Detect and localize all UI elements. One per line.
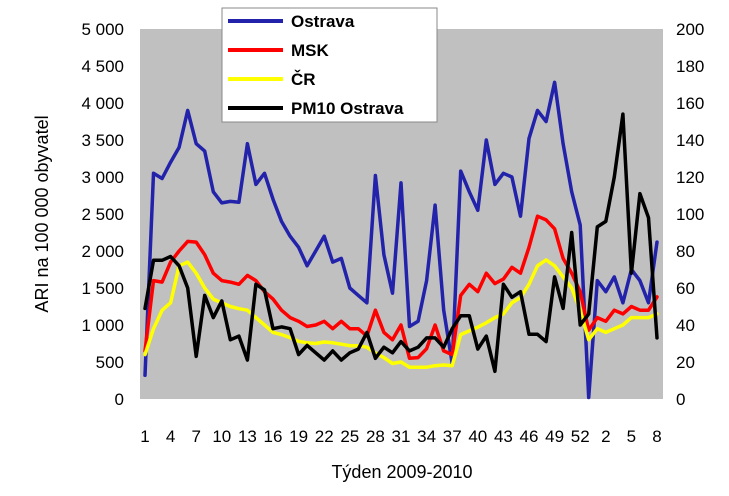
x-tick-label: 10 xyxy=(212,427,231,446)
y2-tick-label: 100 xyxy=(676,205,704,224)
x-tick-label: 25 xyxy=(340,427,359,446)
x-tick-label: 22 xyxy=(315,427,334,446)
x-tick-label: 19 xyxy=(289,427,308,446)
y-tick-label: 1 500 xyxy=(81,279,124,298)
y-tick-label: 3 500 xyxy=(81,131,124,150)
legend-label-pm10-ostrava: PM10 Ostrava xyxy=(291,99,404,118)
y2-tick-label: 20 xyxy=(676,353,695,372)
y2-tick-label: 140 xyxy=(676,131,704,150)
y-axis-label: ARI na 100 000 obyvatel xyxy=(32,115,52,312)
legend-label-ostrava: Ostrava xyxy=(291,12,355,31)
x-tick-label: 52 xyxy=(571,427,590,446)
x-tick-label: 43 xyxy=(494,427,513,446)
y2-tick-label: 40 xyxy=(676,316,695,335)
x-tick-label: 7 xyxy=(191,427,200,446)
x-tick-label: 40 xyxy=(468,427,487,446)
legend-box xyxy=(221,7,438,123)
y2-tick-label: 160 xyxy=(676,94,704,113)
x-tick-label: 1 xyxy=(140,427,149,446)
x-tick-label: 34 xyxy=(417,427,436,446)
y2-tick-label: 180 xyxy=(676,57,704,76)
x-tick-label: 16 xyxy=(264,427,283,446)
x-tick-label: 31 xyxy=(392,427,411,446)
y2-tick-label: 200 xyxy=(676,20,704,39)
x-tick-label: 46 xyxy=(520,427,539,446)
x-tick-label: 13 xyxy=(238,427,257,446)
series-line-pm10-ostrava xyxy=(143,112,659,374)
y2-tick-label: 80 xyxy=(676,242,695,261)
x-tick-label: 28 xyxy=(366,427,385,446)
y2-tick-label: 60 xyxy=(676,279,695,298)
y-axis-ticks: 0 500 1 000 1 500 2 000 2 500 3 000 3 500 4 000 4… xyxy=(81,20,124,409)
y-tick-label: 500 xyxy=(96,353,124,372)
y2-axis-ticks: 0 20 40 60 80 100 120 140 160 180 200 xyxy=(676,20,704,409)
y-tick-label: 1 000 xyxy=(81,316,124,335)
y-tick-label: 4 500 xyxy=(81,57,124,76)
x-axis-label: Týden 2009-2010 xyxy=(331,462,472,482)
x-tick-label: 5 xyxy=(627,427,636,446)
y-tick-label: 3 000 xyxy=(81,168,124,187)
x-tick-label: 2 xyxy=(601,427,610,446)
x-tick-label: 8 xyxy=(652,427,661,446)
series-lines xyxy=(143,80,659,400)
series-line-r xyxy=(143,258,659,369)
y-tick-label: 2 500 xyxy=(81,205,124,224)
series-line-ostrava xyxy=(143,80,659,400)
y-tick-label: 2 000 xyxy=(81,242,124,261)
y2-tick-label: 120 xyxy=(676,168,704,187)
series-line-msk xyxy=(143,214,659,361)
y-tick-label: 4 000 xyxy=(81,94,124,113)
legend-label-r: ČR xyxy=(291,70,316,89)
x-tick-label: 49 xyxy=(545,427,564,446)
y-tick-label: 5 000 xyxy=(81,20,124,39)
x-axis-ticks: 1 4 7 10 13 16 19 22 25 28 31 34 37 40 43 46 49 52 2 5 8 xyxy=(140,427,661,446)
x-tick-label: 37 xyxy=(443,427,462,446)
x-tick-label: 4 xyxy=(166,427,175,446)
legend: Ostrava MSK ČR PM10 Ostrava xyxy=(221,7,438,123)
y-tick-label: 0 xyxy=(115,390,124,409)
y2-tick-label: 0 xyxy=(676,390,685,409)
legend-label-msk: MSK xyxy=(291,41,330,60)
